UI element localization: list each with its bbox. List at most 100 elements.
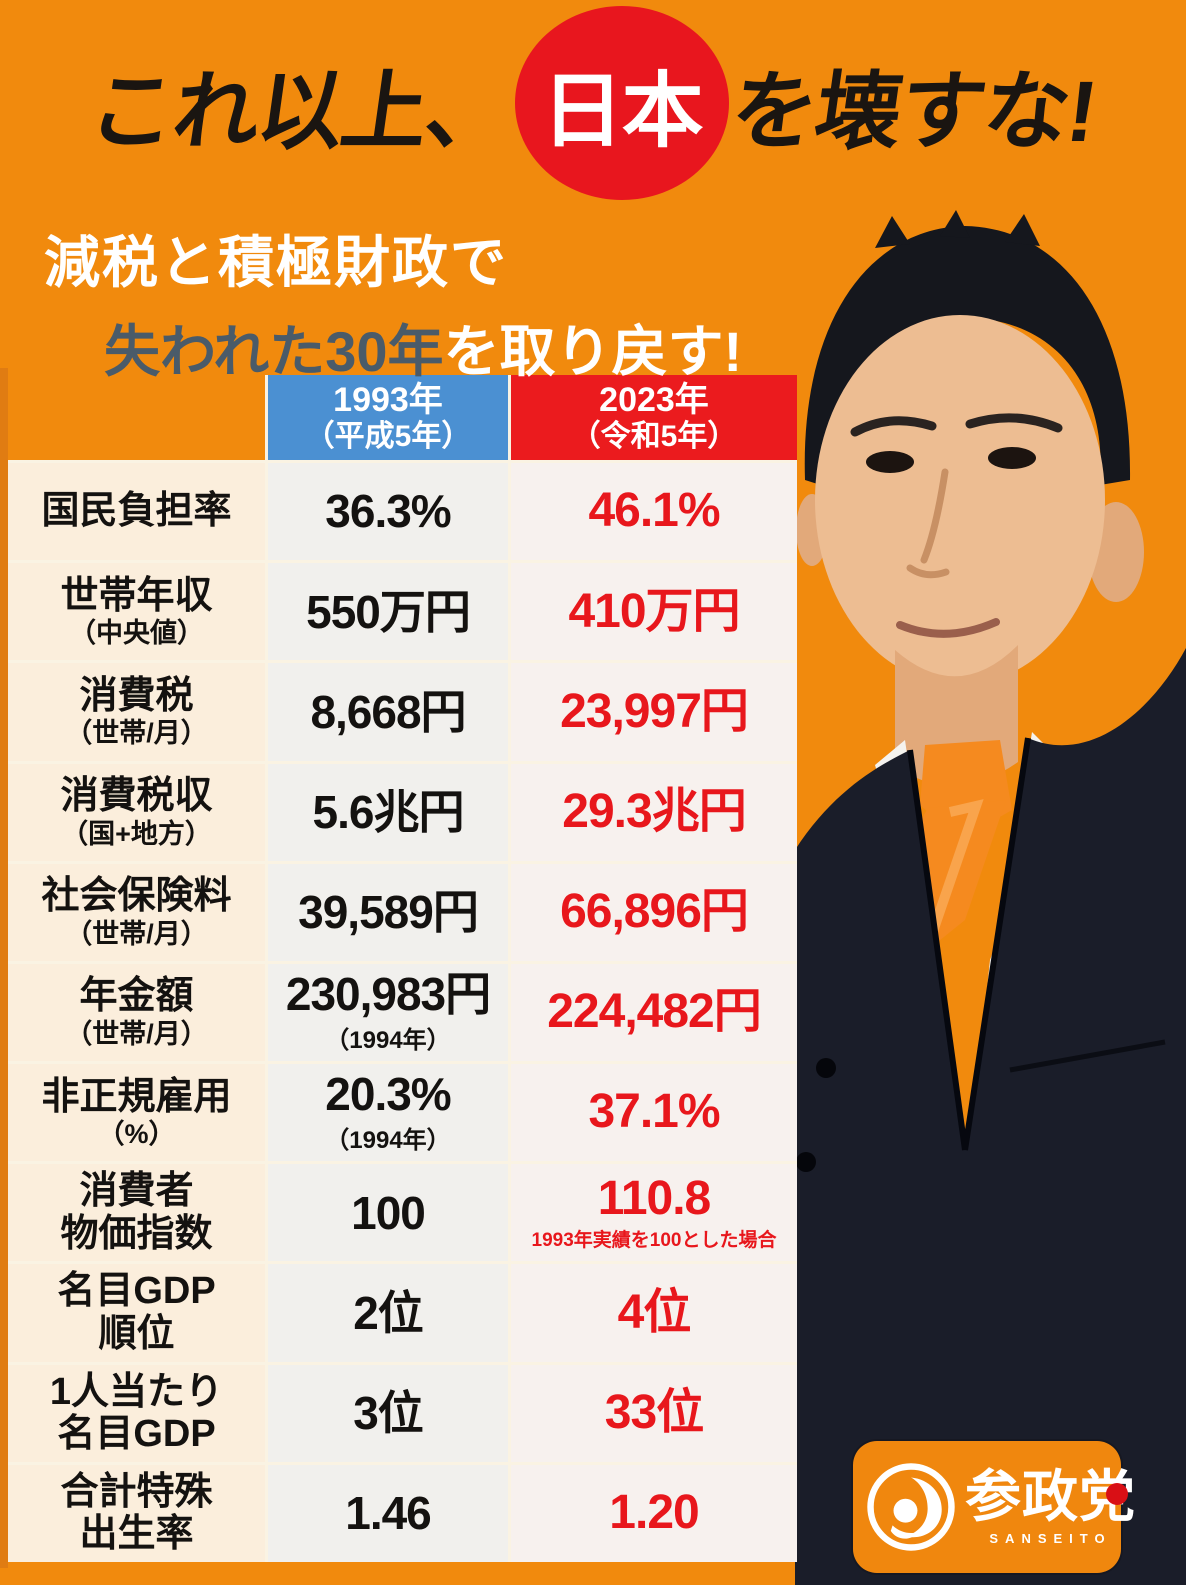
row-label: 国民負担率: [41, 490, 232, 533]
subtitle-highlight-text: 失われた30年: [104, 320, 444, 383]
row-label-cell: 1人当たり 名目GDP: [8, 1364, 265, 1462]
suit-button: [796, 1152, 816, 1172]
value-2023-cell: 4位: [511, 1264, 797, 1362]
value-2023: 66,896円: [560, 885, 749, 939]
header-2023-era: （令和5年）: [570, 419, 738, 453]
value-1993: 550万円: [306, 585, 471, 638]
nose: [906, 468, 950, 579]
value-1993: 100: [351, 1186, 426, 1239]
tie-highlight: [925, 799, 984, 942]
value-2023: 224,482円: [547, 985, 762, 1039]
mouth: [896, 618, 1000, 638]
row-label-sub: （世帯/月）: [65, 1018, 208, 1049]
header-2023: 2023年 （令和5年）: [511, 375, 797, 460]
value-2023-cell: 37.1%: [511, 1064, 797, 1162]
title-circle-text: 日本: [541, 65, 704, 157]
value-1993: 36.3%: [325, 485, 451, 538]
comparison-table: 1993年 （平成5年） 2023年 （令和5年） 国民負担率 36.3% 46…: [8, 375, 797, 1562]
main-title: これ以上、 日本 を壊すな!: [0, 4, 1186, 202]
suit: [795, 648, 1186, 1585]
row-label: 非正規雇用: [41, 1075, 232, 1118]
value-2023-cell: 46.1%: [511, 463, 797, 561]
row-label-cell: 世帯年収 （中央値）: [8, 563, 265, 661]
value-1993-cell: 5.6兆円: [268, 763, 508, 861]
value-2023-cell: 29.3兆円: [511, 763, 797, 861]
value-1993-cell: 3位: [268, 1364, 508, 1462]
value-1993-cell: 230,983円 （1994年）: [268, 963, 508, 1062]
subtitle-line2: 失われた30年を取り戻す!: [104, 307, 742, 388]
row-label: 世帯年収: [60, 574, 213, 617]
party-emblem-icon: [867, 1463, 955, 1551]
row-label: 名目GDP 順位: [57, 1270, 216, 1356]
title-right-text: を壊すな!: [724, 63, 1101, 160]
row-label-sub: （世帯/月）: [65, 718, 208, 749]
subtitle-rest-text: を取り戻す!: [443, 320, 743, 383]
value-1993: 5.6兆円: [312, 785, 465, 838]
value-1993-cell: 36.3%: [268, 463, 508, 561]
japan-red-circle: 日本: [514, 6, 729, 200]
row-label-cell: 合計特殊 出生率: [8, 1464, 265, 1562]
value-1993-note: （1994年）: [325, 1027, 451, 1055]
value-2023-cell: 66,896円: [511, 863, 797, 961]
eyebrow-left: [850, 416, 937, 437]
row-label: 消費税収: [60, 775, 213, 817]
header-1993-era: （平成5年）: [304, 419, 472, 453]
row-label-sub: （国+地方）: [61, 818, 212, 849]
title-left-text: これ以上、: [82, 63, 517, 160]
subtitle-line1: 減税と積極財政で: [44, 231, 508, 294]
row-label-cell: 年金額 （世帯/月）: [8, 963, 265, 1062]
value-2023: 29.3兆円: [562, 784, 746, 838]
row-label: 社会保険料: [41, 875, 232, 918]
row-label-sub: （%）: [97, 1119, 176, 1150]
left-edge-shade: [0, 368, 8, 1568]
row-label-sub: （中央値）: [69, 618, 204, 649]
hair: [804, 226, 1131, 488]
value-1993: 8,668円: [310, 685, 466, 738]
suit-button: [816, 1058, 836, 1078]
value-1993-cell: 1.46: [268, 1464, 508, 1562]
value-1993: 1.46: [345, 1487, 432, 1540]
logo-red-dot-icon: [1106, 1482, 1128, 1505]
value-1993: 2位: [353, 1286, 424, 1339]
logo-text: 参政党 SANSEITO: [965, 1468, 1136, 1546]
value-2023: 110.8: [597, 1171, 711, 1225]
value-2023-cell: 23,997円: [511, 663, 797, 761]
row-label: 消費税: [79, 674, 194, 717]
value-2023-cell: 410万円: [511, 563, 797, 661]
row-label-cell: 社会保険料 （世帯/月）: [8, 863, 265, 961]
row-label: 1人当たり 名目GDP: [49, 1370, 224, 1456]
header-1993: 1993年 （平成5年）: [268, 375, 508, 460]
row-label-sub: （世帯/月）: [65, 918, 208, 949]
row-label-cell: 消費者 物価指数: [8, 1164, 265, 1262]
value-1993-cell: 39,589円: [268, 863, 508, 961]
row-label: 年金額: [79, 975, 194, 1018]
value-2023-cell: 110.8 1993年実績を100とした場合: [511, 1164, 797, 1262]
value-2023: 23,997円: [560, 684, 749, 738]
header-empty-cell: [8, 375, 265, 460]
hair-spikes: [875, 210, 1040, 248]
row-label: 合計特殊 出生率: [60, 1470, 213, 1556]
value-2023: 410万円: [568, 584, 740, 638]
value-2023-note: 1993年実績を100とした場合: [531, 1230, 777, 1252]
header-1993-year: 1993年: [333, 380, 443, 419]
value-1993-cell: 2位: [268, 1264, 508, 1362]
party-logo: 参政党 SANSEITO: [853, 1441, 1135, 1573]
pocket-line: [1009, 1039, 1166, 1073]
row-label: 消費者 物価指数: [60, 1170, 213, 1255]
value-1993: 3位: [353, 1387, 424, 1440]
value-2023: 46.1%: [588, 484, 720, 538]
value-2023: 37.1%: [588, 1085, 720, 1139]
value-2023-cell: 1.20: [511, 1464, 797, 1562]
value-1993: 39,589円: [298, 886, 479, 939]
value-1993: 20.3%: [325, 1068, 451, 1121]
face: [815, 315, 1105, 685]
value-2023: 33位: [604, 1386, 704, 1440]
row-label-cell: 国民負担率: [8, 463, 265, 561]
row-label-cell: 名目GDP 順位: [8, 1264, 265, 1362]
portrait-photo: [795, 210, 1186, 1585]
party-romaji: SANSEITO: [989, 1530, 1112, 1546]
value-1993-note: （1994年）: [325, 1127, 451, 1155]
eyebrow-right: [965, 413, 1063, 433]
row-label-cell: 消費税収 （国+地方）: [8, 763, 265, 861]
